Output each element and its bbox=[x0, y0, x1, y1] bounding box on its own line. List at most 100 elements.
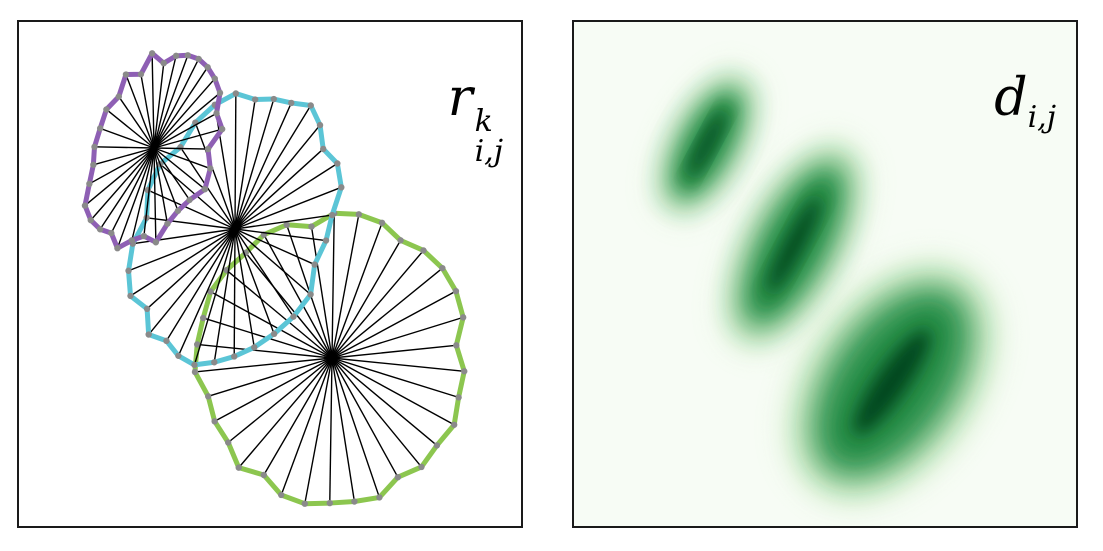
cyan-cell-spoke bbox=[233, 228, 236, 357]
cyan-cell-spoke bbox=[234, 93, 237, 230]
cyan-cell-spoke bbox=[128, 228, 236, 272]
green-cell-vertex bbox=[278, 491, 285, 499]
green-cell-vertex bbox=[455, 394, 462, 401]
green-cell-vertex bbox=[283, 221, 290, 228]
cyan-cell-spoke bbox=[146, 217, 236, 230]
purple-cell-spoke bbox=[89, 147, 155, 185]
purple-cell-vertex bbox=[87, 216, 94, 224]
cyan-cell-vertex bbox=[251, 96, 259, 103]
purple-cell-vertex bbox=[195, 55, 202, 63]
cyan-cell-spoke bbox=[234, 98, 275, 230]
purple-cell-spoke bbox=[153, 128, 223, 149]
cyan-cell-spoke bbox=[234, 228, 315, 266]
purple-cell-spoke bbox=[153, 66, 209, 149]
green-cell-vertex bbox=[200, 314, 207, 322]
label-subscript: i,j bbox=[474, 134, 503, 169]
green-cell-spoke bbox=[331, 267, 443, 359]
purple-cell-spoke bbox=[153, 78, 216, 149]
purple-cell-spoke bbox=[153, 147, 157, 243]
cyan-cell-vertex bbox=[319, 145, 327, 153]
green-cell-spoke bbox=[331, 316, 464, 359]
green-cell-vertex bbox=[461, 368, 468, 375]
cyan-cell-vertex bbox=[175, 352, 182, 359]
purple-cell-vertex bbox=[103, 106, 110, 113]
cyan-cell-vertex bbox=[145, 331, 152, 338]
purple-cell-spoke bbox=[99, 147, 155, 230]
green-cell-spoke bbox=[331, 357, 356, 502]
purple-cell-vertex bbox=[160, 59, 167, 67]
green-cell-vertex bbox=[459, 314, 467, 321]
cyan-cell-spoke bbox=[234, 228, 255, 348]
cyan-cell-spoke bbox=[177, 228, 236, 357]
green-cell-vertex bbox=[376, 494, 383, 501]
green-cell-vertex bbox=[326, 499, 333, 507]
green-cell-spoke bbox=[331, 344, 457, 359]
cyan-cell-spoke bbox=[194, 122, 236, 230]
purple-cell-spoke bbox=[153, 147, 211, 170]
cyan-cell-spoke bbox=[234, 228, 275, 335]
cyan-cell-vertex bbox=[328, 211, 336, 219]
green-cell-spoke bbox=[331, 290, 457, 359]
green-cell-spoke bbox=[197, 343, 333, 359]
cyan-cell-spoke bbox=[148, 228, 236, 335]
purple-cell-vertex bbox=[186, 196, 193, 204]
cyan-cell-spoke bbox=[193, 228, 236, 366]
green-cell-vertex bbox=[420, 247, 427, 254]
green-cell-vertex bbox=[418, 463, 425, 471]
purple-cell-spoke bbox=[93, 147, 155, 166]
purple-cell-spoke bbox=[116, 147, 155, 249]
cyan-cell-spoke bbox=[214, 104, 236, 230]
purple-cell-spoke bbox=[151, 53, 155, 149]
density-map-panel: di,j bbox=[572, 20, 1078, 528]
cyan-cell-spoke bbox=[234, 148, 324, 230]
purple-cell-spoke bbox=[153, 147, 179, 211]
cyan-cell-spoke bbox=[234, 102, 292, 230]
purple-cell-vertex bbox=[115, 93, 122, 100]
purple-cell-spoke bbox=[110, 147, 155, 234]
purple-cell-vertex bbox=[174, 207, 182, 214]
label-superscript: k bbox=[474, 104, 493, 139]
purple-cell-vertex bbox=[96, 125, 104, 132]
cyan-cell-spoke bbox=[234, 228, 327, 242]
purple-cell-spoke bbox=[153, 147, 191, 201]
cyan-cell-spoke bbox=[234, 228, 295, 317]
green-cell-vertex bbox=[211, 418, 218, 425]
cyan-cell-spoke bbox=[213, 228, 236, 363]
green-cell bbox=[191, 210, 468, 507]
cyan-cell-spoke bbox=[234, 105, 312, 230]
purple-cell-spoke bbox=[105, 108, 155, 149]
purple-cell-vertex bbox=[207, 165, 214, 172]
purple-cell-spoke bbox=[153, 147, 209, 150]
green-cell-spoke bbox=[331, 222, 383, 359]
purple-cell-spoke bbox=[118, 96, 155, 149]
green-cell-vertex bbox=[355, 211, 363, 218]
purple-cell-vertex bbox=[148, 50, 156, 57]
purple-cell-spoke bbox=[153, 55, 177, 149]
green-cell-vertex bbox=[439, 264, 446, 272]
green-cell-spoke bbox=[227, 357, 333, 444]
green-cell-spoke bbox=[331, 249, 425, 359]
green-cell-spoke bbox=[331, 357, 381, 498]
purple-cell-vertex bbox=[211, 75, 218, 82]
cyan-cell-vertex bbox=[316, 121, 324, 129]
green-cell-vertex bbox=[207, 288, 214, 295]
cyan-cell bbox=[125, 90, 345, 369]
purple-cell-center bbox=[151, 145, 157, 151]
cyan-cell-spoke bbox=[146, 228, 236, 310]
cyan-cell-spoke bbox=[234, 124, 321, 230]
purple-cell-vertex bbox=[216, 89, 224, 97]
green-cell-vertex bbox=[450, 421, 458, 428]
purple-cell-spoke bbox=[153, 63, 165, 149]
purple-cell-spoke bbox=[125, 74, 155, 149]
cyan-cell-vertex bbox=[311, 261, 318, 268]
cyan-cell-vertex bbox=[307, 291, 314, 298]
purple-cell-spoke bbox=[99, 127, 155, 149]
cyan-cell-vertex bbox=[177, 144, 184, 151]
radial-polygons-panel: r k i,j bbox=[17, 20, 523, 528]
green-cell-spoke bbox=[238, 357, 333, 469]
cyan-cell-spoke bbox=[234, 214, 333, 230]
purple-cell-spoke bbox=[131, 147, 155, 241]
cyan-cell-vertex bbox=[307, 102, 314, 109]
green-cell-vertex bbox=[378, 219, 386, 227]
green-cell-vertex bbox=[260, 471, 268, 479]
